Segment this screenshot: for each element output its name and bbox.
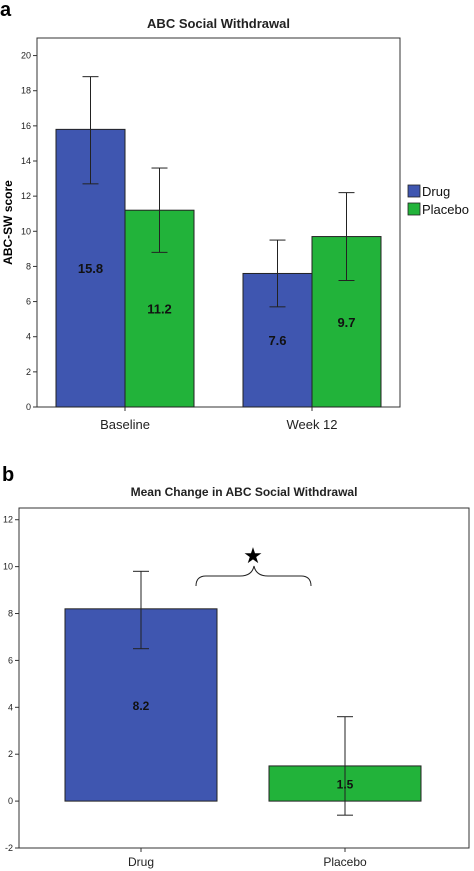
y-tick-label: 20 (21, 51, 31, 61)
y-tick-label: 8 (26, 261, 31, 271)
y-tick-label: 18 (21, 86, 31, 96)
y-axis-label: ABC-SW score (1, 180, 15, 265)
y-tick-label: 4 (26, 332, 31, 342)
legend-label-drug: Drug (422, 184, 450, 199)
legend-label-placebo: Placebo (422, 202, 469, 217)
panel-a-letter: a (0, 0, 12, 21)
chart-title: Mean Change in ABC Social Withdrawal (131, 485, 358, 499)
panel-b-letter: b (2, 464, 14, 486)
legend-swatch-drug (407, 184, 421, 198)
data-label: 7.6 (268, 333, 286, 348)
chart-title: ABC Social Withdrawal (147, 16, 290, 31)
y-tick-label: 4 (8, 702, 13, 712)
y-tick-label: 2 (8, 749, 13, 759)
y-tick-label: 12 (3, 515, 13, 525)
x-tick-label: Baseline (100, 417, 150, 432)
y-tick-label: 0 (8, 796, 13, 806)
data-label: 1.5 (337, 778, 354, 792)
x-tick-label: Week 12 (286, 417, 337, 432)
data-label: 15.8 (78, 261, 103, 276)
y-tick-label: 10 (21, 226, 31, 236)
y-tick-label: -2 (5, 843, 13, 853)
y-tick-label: 12 (21, 191, 31, 201)
y-tick-label: 2 (26, 367, 31, 377)
data-label: 9.7 (337, 315, 355, 330)
chart-a: ABC Social Withdrawal ABC-SW score 0 2 4 6 8 10… (1, 16, 469, 432)
y-tick-label: 0 (26, 402, 31, 412)
legend-swatch-placebo (407, 202, 421, 216)
y-tick-label: 16 (21, 121, 31, 131)
y-tick-label: 6 (26, 297, 31, 307)
x-tick-label: Placebo (323, 855, 367, 869)
data-label: 8.2 (133, 699, 150, 713)
y-tick-label: 6 (8, 655, 13, 665)
significance-star: ★ (243, 544, 263, 569)
y-tick-label: 8 (8, 609, 13, 619)
y-tick-label: 14 (21, 156, 31, 166)
x-tick-label: Drug (128, 855, 154, 869)
bar-drug-1 (242, 272, 313, 408)
chart-b: Mean Change in ABC Social Withdrawal -2 0 2… (3, 485, 470, 869)
y-tick-label: 10 (3, 562, 13, 572)
data-label: 11.2 (147, 302, 172, 317)
significance-brace (195, 565, 312, 587)
